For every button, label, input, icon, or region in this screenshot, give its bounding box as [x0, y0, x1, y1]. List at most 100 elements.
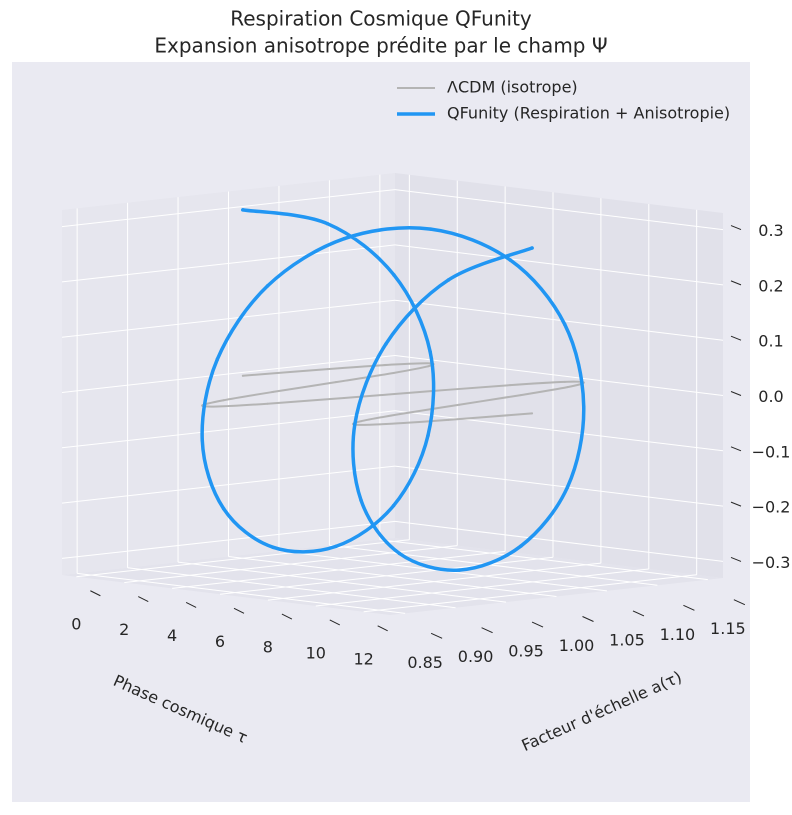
tick-mark	[730, 501, 742, 507]
y-tick-label: 1.10	[660, 625, 696, 644]
series-point	[334, 544, 338, 549]
series-point	[426, 433, 430, 438]
series-point	[266, 402, 269, 405]
series-point	[200, 438, 205, 442]
tick-mark	[632, 610, 645, 617]
series-point	[519, 394, 522, 397]
series-point	[342, 236, 346, 241]
series-point	[530, 246, 534, 250]
series-point	[519, 544, 523, 548]
grid-line	[61, 189, 396, 228]
z-tick-label: 0.1	[758, 332, 783, 351]
z-tick-label: −0.3	[752, 553, 791, 572]
series-point	[215, 357, 220, 362]
series-point	[353, 422, 357, 426]
tick-mark	[281, 613, 293, 620]
series-point	[397, 551, 402, 556]
y-tick-label: 1.15	[710, 619, 746, 638]
z-tick-label: −0.2	[752, 498, 791, 517]
grid-line	[61, 355, 396, 393]
z-tick-label: −0.1	[752, 442, 791, 461]
tick-mark	[730, 280, 742, 286]
legend-label: ΛCDM (isotrope)	[447, 78, 578, 97]
z-axis-label: Modulation	[790, 386, 792, 475]
x-tick-label: 10	[306, 643, 326, 662]
tick-mark	[730, 225, 742, 231]
grid-line	[394, 244, 724, 286]
series-point	[426, 365, 429, 368]
series-point	[359, 498, 363, 503]
grid-line	[394, 465, 724, 507]
series-point	[565, 485, 570, 489]
series-point	[326, 368, 329, 371]
y-tick-label: 1.00	[559, 636, 595, 655]
tick-mark	[531, 621, 544, 628]
grid-line	[394, 355, 724, 396]
tick-mark	[730, 335, 742, 341]
x-tick-label: 6	[215, 632, 225, 651]
series-point	[325, 221, 330, 226]
series-point	[458, 403, 461, 406]
x-tick-label: 8	[263, 638, 273, 657]
x-tick-label: 12	[353, 649, 373, 668]
grid-line	[61, 244, 396, 283]
series-point	[241, 208, 245, 212]
series-point	[222, 399, 225, 402]
series-point	[265, 284, 270, 288]
grid-line	[394, 189, 724, 231]
series-point	[447, 418, 450, 421]
series-point	[392, 273, 396, 277]
series-point	[398, 413, 401, 416]
series-point	[446, 278, 451, 282]
chart-title: Respiration Cosmique QFunity	[230, 7, 532, 31]
grid-line	[329, 544, 658, 586]
tick-mark	[185, 601, 197, 608]
grid-line	[61, 520, 396, 559]
series-point	[429, 227, 433, 231]
tick-mark	[377, 625, 388, 632]
series-point	[216, 405, 219, 408]
tick-mark	[730, 556, 742, 562]
series-point	[562, 322, 567, 327]
x-tick-label: 2	[119, 620, 129, 639]
y-tick-label: 0.95	[508, 642, 544, 661]
grid-line	[61, 299, 396, 338]
grid-line	[394, 410, 724, 452]
x-tick-label: 4	[167, 626, 177, 645]
z-tick-label: 0.2	[758, 276, 783, 295]
grid-line	[394, 520, 724, 562]
series-point	[385, 423, 388, 426]
y-tick-label: 1.05	[609, 630, 645, 649]
series-point	[457, 568, 461, 572]
series-point	[508, 258, 513, 262]
tick-mark	[730, 446, 742, 452]
series-point	[563, 380, 566, 383]
tick-mark	[683, 604, 695, 611]
grid-line	[127, 567, 456, 609]
tick-mark	[733, 599, 746, 606]
legend-label: QFunity (Respiration + Anisotropie)	[447, 104, 730, 123]
tick-mark	[481, 627, 493, 634]
series-point	[391, 503, 396, 508]
series-point	[343, 396, 346, 399]
grid-line	[77, 572, 406, 614]
tick-mark	[582, 616, 594, 622]
chart-subtitle: Expansion anisotrope prédite par le cham…	[154, 34, 607, 58]
series-point	[531, 412, 534, 415]
grid-line	[177, 561, 507, 603]
series-point	[392, 363, 395, 366]
series-point	[221, 506, 226, 511]
series-point	[392, 371, 395, 374]
series-point	[241, 374, 244, 377]
tick-mark	[730, 391, 742, 396]
tick-mark	[138, 596, 149, 603]
z-tick-label: 0.3	[758, 221, 783, 240]
grid-line	[61, 465, 396, 504]
series-point	[271, 545, 275, 550]
tick-mark	[329, 619, 341, 626]
series-point	[428, 349, 432, 354]
series-point	[429, 390, 432, 393]
z-tick-label: 0.0	[758, 387, 783, 406]
tick-mark	[233, 607, 245, 614]
